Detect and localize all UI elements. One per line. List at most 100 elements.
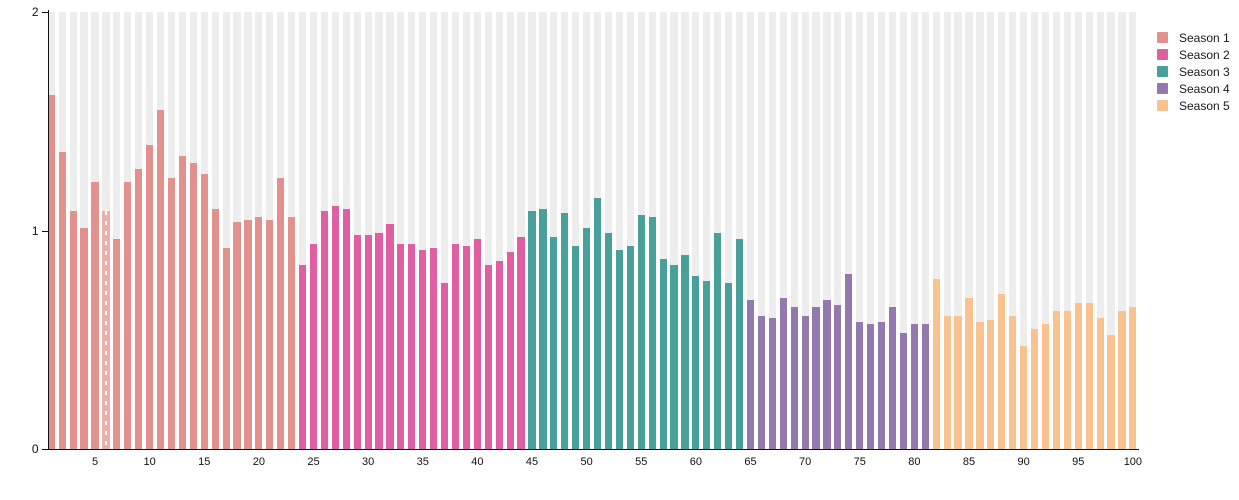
bar-x58-season-3[interactable] <box>670 265 678 449</box>
bar-x46-season-3[interactable] <box>539 208 547 449</box>
bar-x66-season-4[interactable] <box>757 315 765 449</box>
bar-x34-season-2[interactable] <box>408 243 416 449</box>
bar-x33-season-2[interactable] <box>397 243 405 449</box>
bar-x59-season-3[interactable] <box>681 254 689 449</box>
bar-x18-season-1[interactable] <box>233 221 241 449</box>
bar-x57-season-3[interactable] <box>659 258 667 449</box>
bar-x24-season-2[interactable] <box>298 265 307 449</box>
bar-x12-season-1[interactable] <box>167 178 176 449</box>
bar-x37-season-2[interactable] <box>441 282 449 449</box>
bar-x85-season-5[interactable] <box>965 298 973 449</box>
bar-x61-season-3[interactable] <box>703 280 711 449</box>
bar-x71-season-4[interactable] <box>812 306 820 449</box>
bar-x98-season-5[interactable] <box>1107 335 1115 449</box>
bar-x92-season-5[interactable] <box>1041 324 1050 449</box>
bar-x27-season-2[interactable] <box>331 206 339 449</box>
bar-x42-season-2[interactable] <box>495 261 503 449</box>
bar-x21-season-1[interactable] <box>266 219 274 449</box>
bar-x89-season-5[interactable] <box>1009 315 1017 449</box>
bar-x93-season-5[interactable] <box>1052 311 1060 449</box>
bar-x63-season-3[interactable] <box>725 282 733 449</box>
bar-x78-season-4[interactable] <box>888 306 897 449</box>
bar-x36-season-2[interactable] <box>430 247 438 449</box>
bar-x62-season-3[interactable] <box>714 232 722 449</box>
bar-x50-season-3[interactable] <box>583 228 591 449</box>
bar-x51-season-3[interactable] <box>593 197 602 449</box>
bar-x97-season-5[interactable] <box>1096 317 1104 449</box>
bar-x88-season-5[interactable] <box>998 293 1006 449</box>
bar-x72-season-4[interactable] <box>823 300 831 449</box>
bar-x35-season-2[interactable] <box>419 250 427 449</box>
bar-x32-season-2[interactable] <box>386 223 394 449</box>
bar-x69-season-4[interactable] <box>790 306 798 449</box>
bar-x9-season-1[interactable] <box>135 169 143 449</box>
bar-x23-season-1[interactable] <box>288 217 296 449</box>
bar-x40-season-2[interactable] <box>473 239 481 449</box>
bar-x91-season-5[interactable] <box>1030 328 1039 449</box>
bar-x87-season-5[interactable] <box>987 320 995 449</box>
bar-x76-season-4[interactable] <box>867 324 875 449</box>
bar-x2-season-1[interactable] <box>58 151 66 449</box>
bar-x13-season-1[interactable] <box>178 156 186 449</box>
bar-x74-season-4[interactable] <box>845 274 853 449</box>
bar-x60-season-3[interactable] <box>692 276 700 449</box>
bar-x17-season-1[interactable] <box>222 247 230 449</box>
bar-x38-season-2[interactable] <box>451 243 460 449</box>
bar-x73-season-4[interactable] <box>834 304 842 449</box>
bar-x6-season-1[interactable] <box>102 210 110 449</box>
bar-x19-season-1[interactable] <box>244 219 252 449</box>
bar-x65-season-4[interactable] <box>746 300 755 449</box>
bar-x67-season-4[interactable] <box>768 317 776 449</box>
bar-x28-season-2[interactable] <box>342 208 350 449</box>
bar-x41-season-2[interactable] <box>484 265 492 449</box>
bar-x56-season-3[interactable] <box>648 217 656 449</box>
bar-x48-season-3[interactable] <box>561 213 569 449</box>
bar-x52-season-3[interactable] <box>604 232 613 449</box>
bar-x11-season-1[interactable] <box>156 110 165 449</box>
bar-x30-season-2[interactable] <box>364 234 372 449</box>
bar-x84-season-5[interactable] <box>954 315 962 449</box>
bar-x4-season-1[interactable] <box>80 228 88 449</box>
bar-x79-season-4[interactable] <box>899 333 908 449</box>
bar-x20-season-1[interactable] <box>255 217 263 449</box>
bar-x39-season-2[interactable] <box>462 245 471 449</box>
bar-x31-season-2[interactable] <box>375 232 383 449</box>
bar-x64-season-3[interactable] <box>735 239 744 449</box>
bar-x82-season-5[interactable] <box>932 278 940 449</box>
bar-x8-season-1[interactable] <box>124 182 132 449</box>
bar-x83-season-5[interactable] <box>943 315 951 449</box>
bar-x99-season-5[interactable] <box>1118 311 1126 449</box>
bar-x43-season-2[interactable] <box>506 252 514 449</box>
bar-x7-season-1[interactable] <box>113 239 121 449</box>
bar-x77-season-4[interactable] <box>878 322 886 449</box>
bar-x26-season-2[interactable] <box>320 210 328 449</box>
bar-x100-season-5[interactable] <box>1129 306 1137 449</box>
bar-x25-season-2[interactable] <box>309 243 318 449</box>
bar-x15-season-1[interactable] <box>200 173 208 449</box>
bar-x70-season-4[interactable] <box>801 315 809 449</box>
bar-x22-season-1[interactable] <box>277 178 285 449</box>
bar-x10-season-1[interactable] <box>146 145 154 449</box>
bar-x5-season-1[interactable] <box>91 182 99 449</box>
bar-x29-season-2[interactable] <box>353 234 361 449</box>
bar-x95-season-5[interactable] <box>1074 302 1082 449</box>
bar-x55-season-3[interactable] <box>637 215 645 449</box>
bar-x47-season-3[interactable] <box>550 237 558 449</box>
bar-x3-season-1[interactable] <box>69 210 77 449</box>
bar-x75-season-4[interactable] <box>856 322 864 449</box>
bar-x96-season-5[interactable] <box>1085 302 1093 449</box>
bar-x94-season-5[interactable] <box>1063 311 1071 449</box>
bar-x53-season-3[interactable] <box>615 250 623 449</box>
bar-x86-season-5[interactable] <box>976 322 984 449</box>
bar-x68-season-4[interactable] <box>779 298 787 449</box>
bar-x14-season-1[interactable] <box>189 162 197 449</box>
bar-x54-season-3[interactable] <box>626 245 634 449</box>
bar-x49-season-3[interactable] <box>572 245 580 449</box>
bar-x80-season-4[interactable] <box>910 324 918 449</box>
bar-x90-season-5[interactable] <box>1020 346 1028 449</box>
bar-x45-season-3[interactable] <box>528 210 536 449</box>
bar-x44-season-2[interactable] <box>517 237 525 449</box>
bar-x16-season-1[interactable] <box>211 208 219 449</box>
bar-x1-season-1[interactable] <box>47 95 55 449</box>
bar-x81-season-4[interactable] <box>921 324 929 449</box>
